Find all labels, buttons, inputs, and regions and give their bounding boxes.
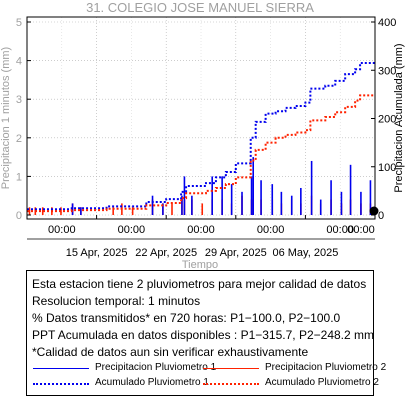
tick-label-time-end: 00:00 [347, 224, 375, 236]
info-line-transmitted: % Datos transmitidos* en 720 horas: P1−1… [32, 311, 341, 325]
legend-swatch-p2-cum [203, 383, 259, 385]
tick-label-left: 1 [16, 171, 22, 183]
tick-label-left: 0 [16, 210, 22, 222]
y-axis-label-left: Precipitacion 1 minutos (mm) [0, 47, 12, 189]
tick-label-time: 00:00 [187, 224, 215, 236]
tick-label-time: 00:00 [326, 224, 354, 236]
x-axis-ticks: 00:00 15 Apr, 2025 00:00 22 Apr, 2025 00:00 2… [27, 215, 376, 259]
tick-label-date: 06 May, 2025 [272, 247, 338, 259]
tick-label-right: 100 [378, 162, 396, 174]
tick-label-date: 29 Apr, 2025 [205, 247, 267, 259]
tick-label-right: 200 [378, 114, 396, 126]
tick-label-left: 5 [16, 17, 22, 29]
right-axis-ticks: 0 100 200 300 400 [371, 17, 396, 222]
tick-label-left: 4 [16, 56, 22, 68]
tick-label-time: 00:00 [257, 224, 285, 236]
end-marker [369, 206, 379, 216]
tick-label-right: 400 [378, 17, 396, 29]
tick-label-date: 15 Apr, 2025 [66, 247, 128, 259]
y-axis-label-right: Precipitacion Acumulada (mm) [393, 43, 405, 192]
tick-label-right: 300 [378, 65, 396, 77]
tick-label-left: 3 [16, 94, 22, 106]
legend-label-p1-bars: Precipitacion Pluviometro 1 [95, 362, 217, 373]
tick-label-time: 00:00 [118, 224, 146, 236]
tick-label-date: 22 Apr, 2025 [135, 247, 197, 259]
left-axis-ticks: 0 1 2 3 4 5 [16, 17, 31, 222]
x-axis-label: Tiempo [182, 259, 218, 270]
legend-label-p1-cum: Acumulado Pluviometro 1 [95, 377, 209, 388]
legend-swatch-p1-cum [33, 383, 89, 385]
tick-label-left: 2 [16, 133, 22, 145]
legend-label-p2-cum: Acumulado Pluviometro 2 [265, 377, 379, 388]
tick-label-right: 0 [378, 210, 384, 222]
info-line-quality: *Calidad de datos aun sin verificar exha… [32, 345, 309, 359]
grid-lines [27, 17, 376, 219]
legend-label-p2-bars: Precipitacion Pluviometro 2 [265, 362, 387, 373]
series-cumulative-lines [27, 62, 376, 213]
line-acumulado-pluviometro-2 [27, 94, 376, 213]
info-line-stations: Esta estacion tiene 2 pluviometros para … [32, 277, 367, 291]
info-line-accumulated: PPT Acumulada en datos disponibles : P1−… [32, 328, 374, 342]
info-box: Esta estacion tiene 2 pluviometros para … [26, 270, 386, 396]
info-line-resolution: Resolucion temporal: 1 minutos [32, 294, 201, 308]
legend-swatch-p1-bars [33, 368, 89, 369]
line-acumulado-pluviometro-1 [27, 62, 376, 211]
chart-title: 31. COLEGIO JOSE MANUEL SIERRA [86, 0, 314, 15]
tick-label-time: 00:00 [48, 224, 76, 236]
legend-swatch-p2-bars [203, 368, 259, 369]
rainfall-chart: 31. COLEGIO JOSE MANUEL SIERRA 0 1 2 3 4 5 0 1… [0, 0, 405, 270]
